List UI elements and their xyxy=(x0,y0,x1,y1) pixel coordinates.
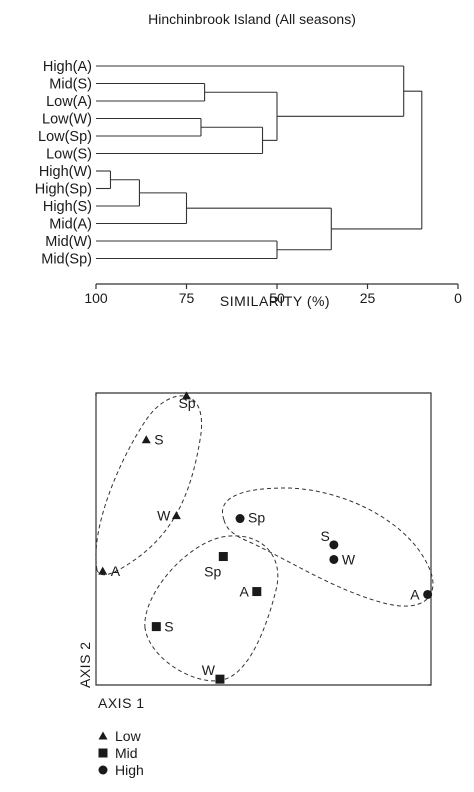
point-label: S xyxy=(154,432,163,448)
hull-high xyxy=(222,487,434,607)
point-label: Sp xyxy=(204,564,221,580)
point-high xyxy=(235,514,245,524)
point-mid xyxy=(218,552,228,562)
legend-label: Low xyxy=(115,728,142,744)
hull-low xyxy=(95,395,202,576)
point-label: W xyxy=(202,662,216,678)
point-label: A xyxy=(410,586,420,602)
leaf-label: Low(S) xyxy=(46,147,92,163)
point-high xyxy=(329,540,339,550)
leaf-label: High(S) xyxy=(43,199,92,215)
point-low xyxy=(171,511,181,520)
point-label: W xyxy=(157,508,171,524)
point-low xyxy=(141,435,151,444)
point-label: A xyxy=(111,563,121,579)
tick-label: 25 xyxy=(360,290,376,306)
legend-triangle-icon xyxy=(98,731,108,740)
leaf-label: Mid(A) xyxy=(49,217,92,233)
tick-label: 100 xyxy=(84,290,108,306)
leaf-label: High(A) xyxy=(43,59,92,75)
point-mid xyxy=(151,622,161,632)
dendrogram-title: Hinchinbrook Island (All seasons) xyxy=(148,11,356,27)
legend-label: High xyxy=(115,762,144,778)
similarity-axis-label: SIMILARITY (%) xyxy=(220,293,330,309)
dendrogram: Hinchinbrook Island (All seasons) High(A… xyxy=(35,11,462,309)
leaf-labels: High(A)Mid(S)Low(A)Low(W)Low(Sp)Low(S)Hi… xyxy=(35,59,92,268)
point-label: Sp xyxy=(248,510,265,526)
point-high xyxy=(423,589,433,599)
leaf-label: Low(Sp) xyxy=(38,129,92,145)
leaf-label: High(W) xyxy=(39,164,92,180)
leaf-label: Low(A) xyxy=(46,94,92,110)
leaf-label: Low(W) xyxy=(42,112,92,128)
tree-branches xyxy=(96,65,423,260)
point-mid xyxy=(252,587,262,597)
point-low xyxy=(98,566,108,575)
axis1-label: AXIS 1 xyxy=(98,695,145,711)
point-label: Sp xyxy=(178,395,195,411)
leaf-label: Mid(S) xyxy=(49,77,92,93)
point-high xyxy=(329,554,339,564)
tick-label: 50 xyxy=(269,290,285,306)
point-label: S xyxy=(164,619,173,635)
hull-mid xyxy=(144,535,279,682)
leaf-label: Mid(Sp) xyxy=(41,252,92,268)
tick-label: 75 xyxy=(179,290,195,306)
axis2-label: AXIS 2 xyxy=(77,641,93,688)
tick-label: 0 xyxy=(454,290,462,306)
point-label: W xyxy=(342,551,356,567)
legend-square-icon xyxy=(98,748,108,758)
point-label: S xyxy=(321,528,330,544)
plot-frame-bottom-left xyxy=(95,396,431,686)
point-label: A xyxy=(239,584,249,600)
leaf-label: High(Sp) xyxy=(35,182,92,198)
legend-circle-icon xyxy=(98,765,108,775)
leaf-label: Mid(W) xyxy=(45,234,92,250)
point-low xyxy=(181,391,191,400)
similarity-axis-ticks: 100 75 50 25 0 xyxy=(84,284,462,306)
point-mid xyxy=(215,674,225,684)
legend-label: Mid xyxy=(115,745,138,761)
